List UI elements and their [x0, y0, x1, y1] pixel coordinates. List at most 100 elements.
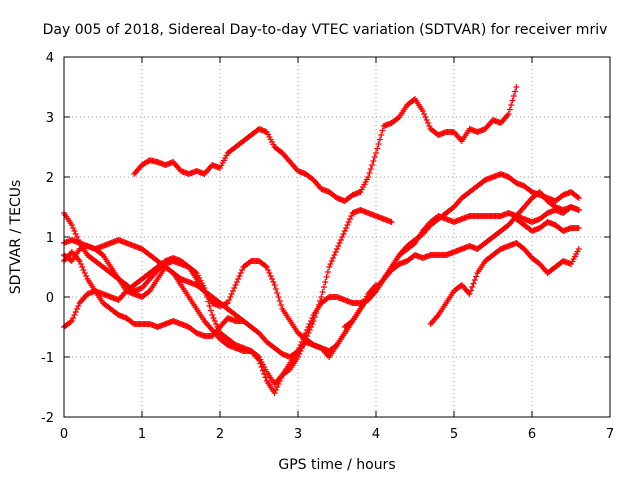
data-point [321, 284, 327, 290]
x-tick-label: 1 [138, 427, 146, 442]
data-point [318, 294, 325, 300]
data-point [271, 282, 278, 288]
data-point [575, 195, 582, 201]
series-5 [61, 249, 247, 339]
data-point [305, 324, 312, 330]
data-point [425, 120, 431, 126]
data-point [275, 294, 282, 300]
data-point [271, 390, 278, 396]
series-7 [427, 240, 582, 327]
series-1 [131, 84, 520, 204]
x-axis-label: GPS time / hours [278, 457, 395, 473]
data-point [426, 123, 433, 129]
data-point [470, 280, 477, 287]
data-point [263, 264, 270, 270]
data-point [72, 309, 79, 315]
data-point [469, 284, 476, 290]
data-point [272, 387, 279, 393]
data-point [211, 318, 218, 324]
data-point [376, 136, 383, 143]
data-point [275, 381, 282, 387]
data-point [256, 357, 262, 363]
data-point [261, 371, 268, 377]
data-point [98, 251, 105, 257]
data-point [298, 339, 305, 345]
data-point [379, 127, 386, 134]
data-point [274, 290, 281, 296]
data-point [71, 312, 78, 318]
y-axis-label: SDTVAR / TECUs [8, 180, 24, 295]
data-point [421, 111, 428, 117]
series-8 [341, 189, 582, 330]
data-point [330, 255, 337, 261]
data-point [374, 145, 381, 152]
data-point [344, 222, 351, 228]
data-point [276, 378, 283, 384]
data-point [323, 274, 330, 280]
data-point [371, 154, 378, 160]
y-tick-label: -2 [41, 411, 54, 426]
data-point [574, 194, 581, 200]
data-point [274, 384, 281, 390]
data-point [575, 225, 582, 231]
y-tick-label: 4 [46, 51, 54, 66]
data-point [295, 348, 301, 354]
data-point [239, 267, 246, 273]
series-9 [513, 216, 582, 234]
data-point [306, 321, 313, 327]
data-point [210, 315, 217, 321]
data-point [506, 106, 513, 113]
data-point [466, 291, 473, 297]
data-point [213, 321, 220, 327]
x-tick-label: 6 [528, 427, 536, 442]
data-point [68, 318, 75, 324]
data-point [304, 327, 311, 333]
data-point [232, 282, 239, 288]
data-point [71, 228, 78, 234]
data-point [237, 270, 244, 276]
y-tick-label: 1 [46, 231, 54, 246]
data-point [209, 312, 216, 318]
data-point [226, 297, 233, 303]
data-point [347, 216, 353, 222]
data-point [207, 307, 214, 314]
data-point [341, 228, 348, 234]
x-tick-label: 3 [294, 427, 302, 442]
data-point [227, 294, 234, 300]
y-tick-label: 0 [46, 291, 54, 306]
data-point [422, 114, 429, 120]
data-point [81, 270, 88, 276]
data-point [423, 117, 430, 123]
data-point [345, 219, 352, 225]
series-6 [61, 171, 582, 360]
data-point [575, 246, 582, 252]
data-point [378, 132, 385, 138]
data-point [337, 237, 344, 243]
data-point [76, 258, 83, 264]
data-point [324, 269, 331, 275]
data-point [302, 330, 309, 336]
grid [64, 57, 610, 417]
data-point [334, 246, 340, 252]
data-point [293, 349, 300, 355]
data-point [236, 273, 243, 279]
data-point [67, 319, 74, 325]
data-point [366, 170, 373, 176]
y-tick-label: -1 [41, 351, 54, 366]
data-point [83, 273, 90, 279]
data-point [340, 231, 347, 237]
data-point [319, 289, 326, 295]
data-point [370, 158, 377, 164]
data-point [266, 270, 273, 276]
data-point [68, 222, 75, 228]
data-point [80, 267, 87, 273]
data-point [278, 375, 285, 381]
data-point [467, 287, 474, 294]
data-point [75, 303, 82, 309]
data-point [510, 93, 517, 99]
data-point [328, 258, 335, 264]
x-tick-label: 2 [216, 427, 224, 442]
data-point [265, 267, 272, 273]
data-point [77, 261, 84, 267]
